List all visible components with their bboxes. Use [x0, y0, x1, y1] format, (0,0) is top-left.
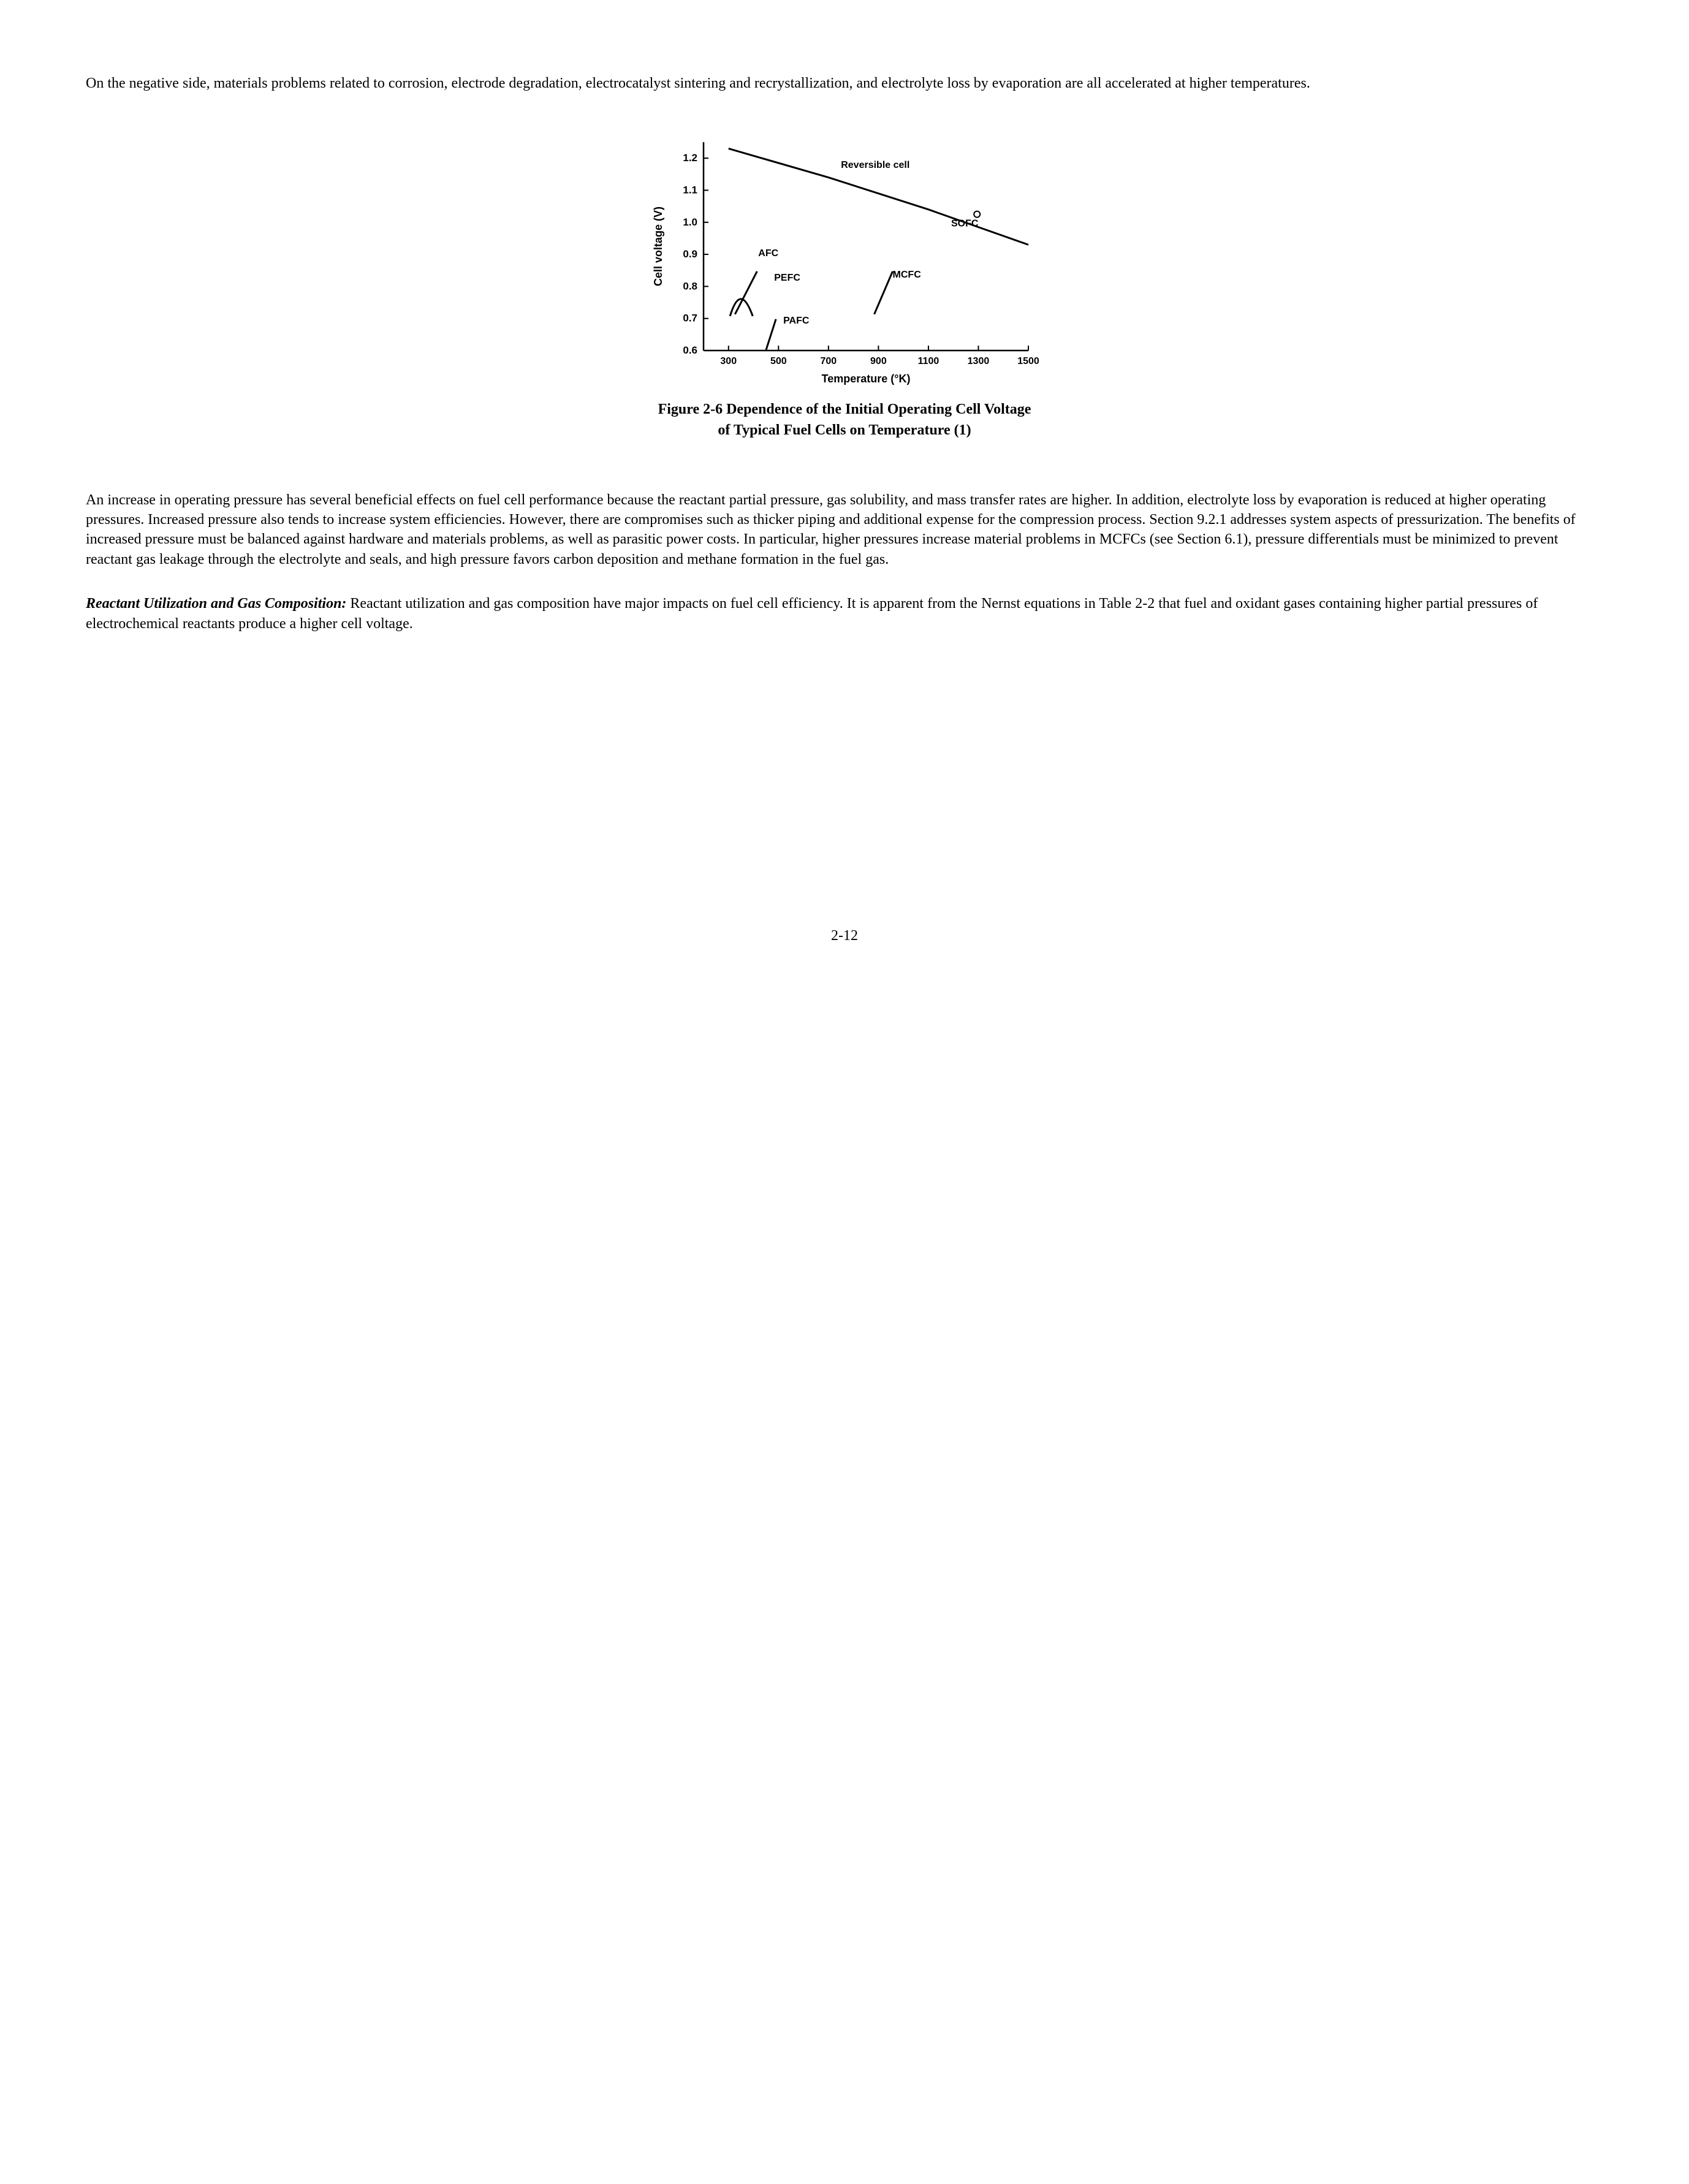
svg-text:PAFC: PAFC	[783, 316, 810, 326]
svg-text:SOFC: SOFC	[951, 219, 979, 229]
svg-text:1300: 1300	[968, 356, 990, 366]
svg-text:1.1: 1.1	[683, 184, 697, 196]
svg-text:300: 300	[720, 356, 737, 366]
svg-text:MCFC: MCFC	[893, 270, 922, 280]
figure-container: 0.6 0.7 0.8 0.9 1.0 1.1 1.2 300 500 700 900 1100 130…	[86, 130, 1603, 441]
svg-text:900: 900	[870, 356, 887, 366]
svg-text:1.2: 1.2	[683, 153, 697, 164]
paragraph-3: Reactant Utilization and Gas Composition…	[86, 594, 1603, 634]
svg-text:500: 500	[770, 356, 787, 366]
caption-line-2: of Typical Fuel Cells on Temperature (1)	[718, 422, 971, 438]
svg-text:1500: 1500	[1017, 356, 1039, 366]
svg-text:AFC: AFC	[758, 248, 778, 259]
svg-text:Reversible cell: Reversible cell	[841, 160, 909, 170]
svg-text:Temperature (°K): Temperature (°K)	[822, 373, 911, 385]
svg-text:1.0: 1.0	[683, 216, 697, 228]
chart: 0.6 0.7 0.8 0.9 1.0 1.1 1.2 300 500 700 900 1100 130…	[648, 130, 1041, 387]
svg-text:0.6: 0.6	[683, 344, 697, 356]
svg-text:Cell voltage (V): Cell voltage (V)	[652, 207, 664, 286]
svg-text:700: 700	[820, 356, 837, 366]
svg-text:0.8: 0.8	[683, 281, 697, 292]
figure-caption: Figure 2-6 Dependence of the Initial Ope…	[658, 400, 1031, 441]
paragraph-1: On the negative side, materials problems…	[86, 74, 1603, 93]
svg-text:1100: 1100	[918, 356, 939, 366]
section-heading: Reactant Utilization and Gas Composition…	[86, 596, 346, 612]
page-number: 2-12	[86, 928, 1603, 944]
paragraph-2: An increase in operating pressure has se…	[86, 490, 1603, 570]
caption-line-1: Figure 2-6 Dependence of the Initial Ope…	[658, 401, 1031, 417]
svg-text:PEFC: PEFC	[774, 273, 800, 283]
svg-text:0.9: 0.9	[683, 248, 697, 260]
svg-text:0.7: 0.7	[683, 313, 697, 324]
